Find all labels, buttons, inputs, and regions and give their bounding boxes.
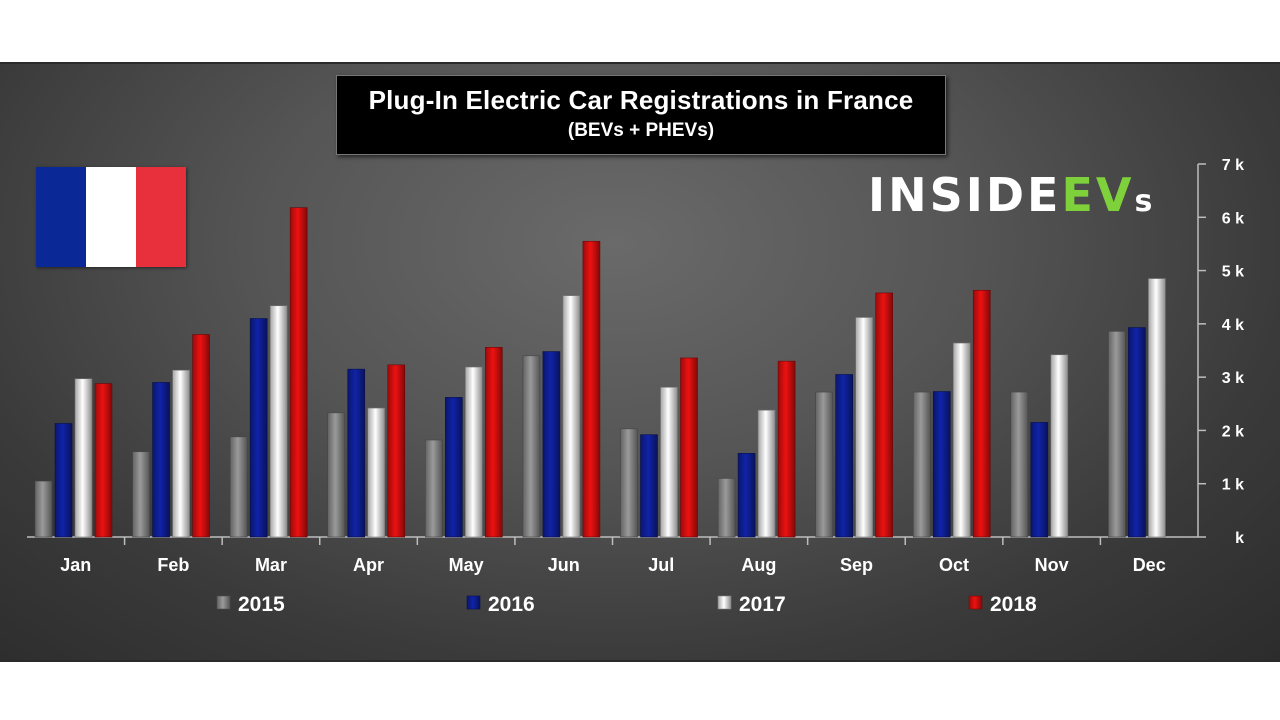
y-tick-label: 1 k bbox=[1222, 477, 1244, 494]
bar-2017-jan bbox=[74, 378, 93, 538]
bar-2018-jul bbox=[680, 357, 698, 538]
chart-title: Plug-In Electric Car Registrations in Fr… bbox=[368, 85, 914, 115]
bar-2016-apr bbox=[347, 368, 366, 538]
x-tick-label: Aug bbox=[741, 555, 776, 575]
bar-2015-jul bbox=[620, 428, 638, 538]
bar-2016-feb bbox=[152, 382, 170, 538]
y-tick-label: 6 k bbox=[1222, 210, 1244, 227]
france-flag-icon bbox=[36, 167, 186, 267]
x-tick-label: Nov bbox=[1035, 555, 1069, 575]
bar-2015-jan bbox=[34, 480, 53, 538]
bar-2017-oct bbox=[952, 342, 971, 538]
y-tick-label: 5 k bbox=[1222, 264, 1244, 281]
bar-2016-jan bbox=[54, 423, 73, 538]
chart-title-box: Plug-In Electric Car Registrations in Fr… bbox=[336, 75, 946, 155]
bar-2018-mar bbox=[289, 207, 308, 538]
bar-2017-jul bbox=[660, 386, 678, 538]
bar-2017-aug bbox=[757, 409, 776, 538]
flag-stripe-blue bbox=[36, 167, 86, 267]
flag-stripe-red bbox=[136, 167, 186, 267]
legend-swatch-2015 bbox=[216, 595, 231, 610]
legend-label-2018: 2018 bbox=[990, 593, 1037, 616]
bar-2017-feb bbox=[172, 369, 190, 538]
bar-2015-sep bbox=[815, 391, 833, 538]
logo-text-ev: EV bbox=[1061, 168, 1135, 222]
legend-label-2015: 2015 bbox=[238, 593, 285, 616]
y-tick-label: 3 k bbox=[1222, 370, 1244, 387]
y-tick-label: 2 k bbox=[1222, 423, 1244, 440]
bar-2016-may bbox=[445, 397, 463, 538]
legend-swatch-2016 bbox=[466, 595, 481, 610]
x-tick-label: Dec bbox=[1133, 555, 1166, 575]
x-tick-label: May bbox=[449, 555, 484, 575]
insideevs-logo: INSIDEEVs bbox=[868, 168, 1155, 222]
bar-2017-mar bbox=[269, 305, 288, 538]
bar-2015-aug bbox=[717, 478, 736, 538]
x-tick-label: Jul bbox=[648, 555, 674, 575]
bar-2016-mar bbox=[249, 318, 268, 538]
bar-2015-may bbox=[425, 439, 443, 538]
flag-stripe-white bbox=[86, 167, 136, 267]
bar-2015-nov bbox=[1010, 391, 1029, 538]
x-tick-label: Feb bbox=[157, 555, 189, 575]
bar-2018-jun bbox=[582, 240, 601, 538]
bar-2017-nov bbox=[1050, 354, 1069, 538]
x-tick-label: Jan bbox=[60, 555, 91, 575]
bar-2016-oct bbox=[932, 391, 951, 538]
logo-text-s: s bbox=[1134, 184, 1156, 219]
bar-2018-feb bbox=[192, 334, 210, 538]
legend-label-2016: 2016 bbox=[488, 593, 535, 616]
chart-subtitle: (BEVs + PHEVs) bbox=[567, 120, 715, 141]
bar-2016-nov bbox=[1030, 422, 1049, 538]
legend-swatch-2018 bbox=[968, 595, 983, 610]
legend-label-2017: 2017 bbox=[739, 593, 786, 616]
bar-2017-sep bbox=[855, 317, 873, 538]
y-tick-label: 7 k bbox=[1222, 157, 1244, 174]
bar-2018-oct bbox=[972, 289, 991, 538]
bar-2018-may bbox=[485, 347, 503, 538]
bar-2015-mar bbox=[229, 436, 248, 538]
bar-2018-aug bbox=[777, 360, 796, 538]
y-tick-label: 4 k bbox=[1222, 317, 1244, 334]
x-tick-label: Sep bbox=[840, 555, 873, 575]
x-tick-label: Jun bbox=[548, 555, 580, 575]
bar-2015-jun bbox=[522, 355, 541, 538]
bar-2017-dec bbox=[1148, 278, 1166, 538]
bar-2016-jul bbox=[640, 434, 658, 538]
x-tick-label: Mar bbox=[255, 555, 287, 575]
bar-2015-feb bbox=[132, 451, 150, 538]
bar-2016-jun bbox=[542, 351, 561, 538]
bar-2015-oct bbox=[912, 391, 931, 538]
bar-2016-aug bbox=[737, 453, 756, 538]
legend-swatch-2017 bbox=[717, 595, 732, 610]
bar-2017-jun bbox=[562, 295, 581, 538]
bar-2018-sep bbox=[875, 292, 893, 538]
bar-2015-apr bbox=[327, 412, 346, 538]
y-tick-label: k bbox=[1235, 530, 1244, 547]
bar-2017-may bbox=[465, 366, 483, 538]
bar-2016-sep bbox=[835, 374, 853, 538]
x-tick-label: Oct bbox=[939, 555, 969, 575]
bar-2016-dec bbox=[1128, 327, 1146, 538]
bar-2017-apr bbox=[367, 407, 386, 538]
x-tick-label: Apr bbox=[353, 555, 384, 575]
bar-2018-jan bbox=[94, 383, 113, 538]
bar-2018-apr bbox=[387, 364, 406, 538]
bar-2015-dec bbox=[1108, 331, 1126, 538]
logo-text-inside: INSIDE bbox=[868, 168, 1062, 222]
